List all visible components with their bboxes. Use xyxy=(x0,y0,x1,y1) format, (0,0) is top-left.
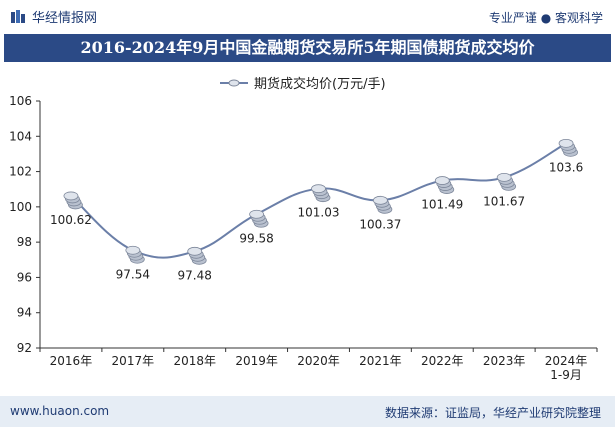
data-point xyxy=(558,138,578,157)
y-tick-label: 104 xyxy=(9,129,32,143)
x-tick-label: 2023年 xyxy=(483,354,526,368)
legend-label: 期货成交均价(万元/手) xyxy=(254,76,386,92)
brand-name: 华经情报网 xyxy=(32,11,98,26)
data-label: 100.62 xyxy=(50,213,92,227)
data-point xyxy=(187,246,207,265)
y-tick-label: 94 xyxy=(17,306,32,320)
y-tick-label: 100 xyxy=(9,200,32,214)
data-label: 101.67 xyxy=(483,194,525,208)
legend-marker xyxy=(228,79,240,87)
footer: www.huaon.com 数据来源：证监局，华经产业研究院整理 xyxy=(0,396,615,427)
chart-title: 2016-2024年9月中国金融期货交易所5年期国债期货成交均价 xyxy=(4,34,611,62)
y-tick-label: 92 xyxy=(17,341,32,355)
data-point xyxy=(496,172,517,191)
brand-logo-icon xyxy=(11,9,25,23)
x-tick-label: 2019年 xyxy=(235,354,278,368)
data-point xyxy=(434,176,455,194)
data-label: 101.03 xyxy=(298,206,340,220)
data-point xyxy=(372,195,393,214)
tagline: 专业严谨 ● 客观科学 xyxy=(488,11,603,25)
top-bar: 华经情报网 专业严谨 ● 客观科学 xyxy=(0,0,615,32)
data-point xyxy=(249,209,269,228)
x-tick-label: 2018年 xyxy=(173,354,216,368)
x-tick-label: 2022年 xyxy=(421,354,464,368)
y-tick-label: 98 xyxy=(17,235,32,249)
x-tick-label: 1-9月 xyxy=(550,368,582,382)
y-tick-label: 106 xyxy=(9,94,32,108)
line-chart: 92 94 96 98 100 102 104 106 2016年 2017年 2018年 2019年… xyxy=(9,76,598,382)
data-point xyxy=(63,191,83,210)
data-point xyxy=(125,245,145,264)
brand[interactable]: 华经情报网 xyxy=(10,7,97,26)
y-tick-label: 96 xyxy=(17,270,32,284)
y-tick-label: 102 xyxy=(9,165,32,179)
data-label: 97.48 xyxy=(178,268,212,282)
data-label: 103.6 xyxy=(549,160,583,174)
x-tick-label: 2017年 xyxy=(112,354,155,368)
data-label: 101.49 xyxy=(421,198,463,212)
data-label: 100.37 xyxy=(359,217,401,231)
x-tick-label: 2021年 xyxy=(359,354,402,368)
x-tick-label: 2024年 xyxy=(545,354,588,368)
x-tick-label: 2020年 xyxy=(297,354,340,368)
footer-source: 数据来源：证监局，华经产业研究院整理 xyxy=(384,406,601,420)
x-tick-label: 2016年 xyxy=(50,354,93,368)
data-label: 99.58 xyxy=(239,231,273,245)
footer-url[interactable]: www.huaon.com xyxy=(10,404,110,418)
data-label: 97.54 xyxy=(116,267,150,281)
data-point xyxy=(311,184,331,203)
